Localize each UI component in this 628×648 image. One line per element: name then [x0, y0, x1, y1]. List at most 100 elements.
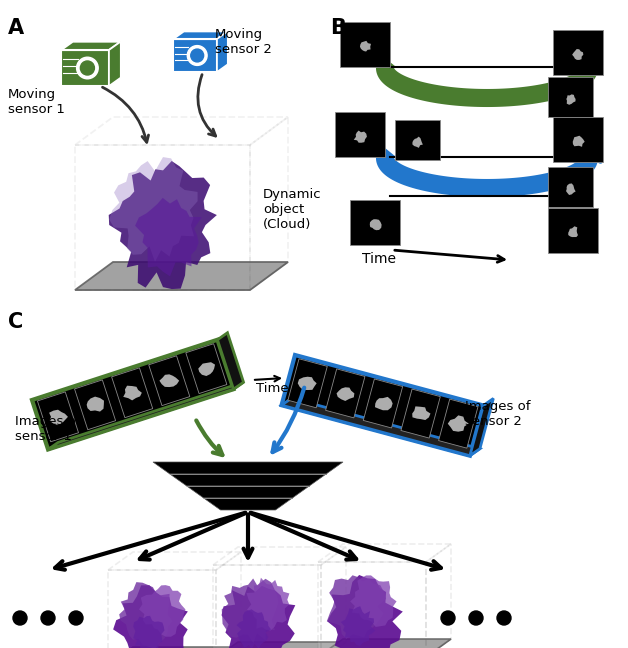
Polygon shape [288, 359, 327, 408]
FancyArrowPatch shape [197, 421, 222, 455]
Circle shape [69, 611, 83, 625]
Polygon shape [360, 41, 371, 52]
Polygon shape [413, 137, 423, 148]
Text: C: C [8, 312, 23, 332]
Circle shape [41, 611, 55, 625]
Polygon shape [566, 183, 576, 195]
Polygon shape [222, 586, 295, 648]
Text: Moving
sensor 1: Moving sensor 1 [8, 88, 65, 116]
Polygon shape [470, 399, 494, 456]
Polygon shape [112, 368, 153, 418]
Polygon shape [548, 167, 593, 207]
Polygon shape [281, 355, 484, 456]
Polygon shape [375, 397, 392, 410]
Polygon shape [250, 117, 288, 290]
Polygon shape [354, 130, 367, 143]
Polygon shape [327, 575, 386, 639]
Polygon shape [217, 332, 244, 389]
Circle shape [191, 49, 203, 62]
Circle shape [441, 611, 455, 625]
FancyArrowPatch shape [255, 376, 280, 382]
Polygon shape [370, 219, 382, 230]
Polygon shape [119, 582, 173, 648]
Circle shape [187, 45, 207, 65]
Polygon shape [216, 552, 241, 648]
Polygon shape [32, 340, 234, 450]
Polygon shape [548, 208, 598, 253]
Polygon shape [327, 575, 403, 648]
Polygon shape [573, 135, 585, 147]
Polygon shape [325, 369, 365, 418]
Circle shape [77, 57, 98, 79]
Text: Images of
sensor 2: Images of sensor 2 [465, 400, 531, 428]
Polygon shape [75, 380, 116, 430]
Polygon shape [568, 226, 578, 237]
Polygon shape [222, 579, 278, 643]
Polygon shape [109, 41, 121, 86]
Polygon shape [203, 498, 293, 510]
Polygon shape [237, 609, 271, 648]
Polygon shape [139, 585, 185, 637]
FancyArrowPatch shape [251, 513, 441, 570]
Polygon shape [335, 112, 385, 157]
Polygon shape [135, 198, 202, 276]
Polygon shape [213, 565, 321, 648]
Polygon shape [426, 544, 451, 648]
Polygon shape [350, 200, 400, 245]
FancyArrowPatch shape [586, 150, 600, 162]
Polygon shape [572, 49, 583, 60]
Polygon shape [298, 376, 317, 390]
Polygon shape [38, 392, 78, 442]
FancyArrowPatch shape [198, 75, 215, 136]
FancyArrowPatch shape [251, 513, 356, 560]
Polygon shape [173, 31, 228, 39]
Polygon shape [246, 578, 290, 631]
FancyArrowPatch shape [273, 388, 304, 452]
Polygon shape [108, 552, 241, 570]
Polygon shape [337, 388, 354, 401]
Circle shape [469, 611, 483, 625]
Polygon shape [318, 639, 451, 648]
Polygon shape [341, 607, 376, 646]
Polygon shape [61, 41, 121, 50]
FancyArrowPatch shape [586, 61, 600, 72]
Polygon shape [108, 570, 216, 648]
Text: A: A [8, 18, 24, 38]
FancyArrowPatch shape [102, 87, 149, 143]
Polygon shape [438, 399, 478, 448]
Polygon shape [553, 30, 603, 75]
Polygon shape [61, 50, 109, 86]
Polygon shape [75, 145, 250, 290]
Polygon shape [412, 406, 430, 420]
Polygon shape [123, 386, 142, 400]
Polygon shape [173, 39, 217, 72]
Polygon shape [213, 547, 346, 565]
Polygon shape [318, 562, 426, 648]
Polygon shape [109, 157, 198, 262]
FancyArrowPatch shape [244, 515, 252, 557]
Polygon shape [186, 343, 227, 393]
FancyArrowPatch shape [140, 513, 246, 560]
Polygon shape [548, 77, 593, 117]
Text: Moving
sensor 2: Moving sensor 2 [215, 28, 272, 56]
Polygon shape [133, 616, 165, 648]
Polygon shape [109, 161, 217, 289]
Polygon shape [217, 31, 228, 72]
Text: Time: Time [256, 382, 289, 395]
Polygon shape [350, 575, 396, 627]
Polygon shape [318, 544, 451, 562]
Polygon shape [170, 474, 326, 486]
Polygon shape [75, 262, 288, 290]
Polygon shape [149, 356, 190, 406]
Polygon shape [340, 22, 390, 67]
Polygon shape [363, 379, 403, 428]
Polygon shape [49, 410, 68, 425]
FancyArrowPatch shape [395, 250, 504, 262]
Polygon shape [281, 399, 480, 456]
Polygon shape [87, 397, 104, 411]
Polygon shape [566, 95, 576, 105]
Text: B: B [330, 18, 346, 38]
Polygon shape [395, 120, 440, 160]
FancyArrowPatch shape [55, 513, 246, 570]
Polygon shape [160, 375, 179, 387]
